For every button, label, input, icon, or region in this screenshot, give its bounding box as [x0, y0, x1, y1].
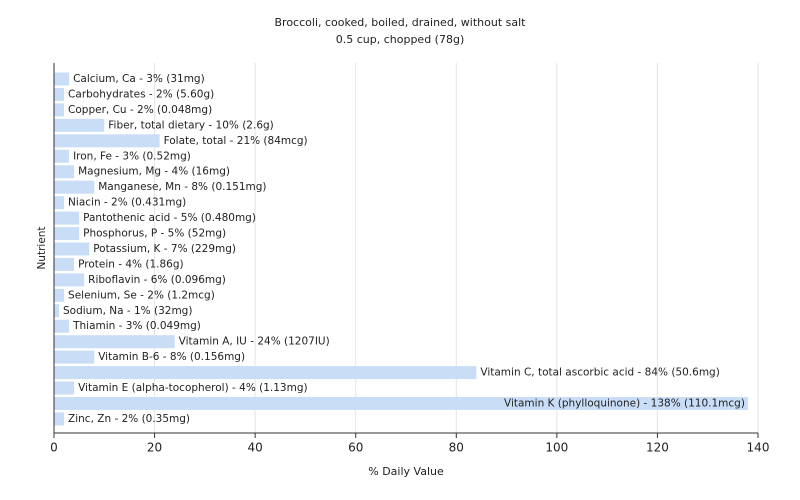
bar	[54, 335, 175, 349]
x-tick-label: 100	[545, 441, 568, 455]
bar	[54, 350, 95, 364]
data-label: Magnesium, Mg - 4% (16mg)	[78, 166, 230, 178]
bar	[54, 412, 65, 426]
data-label: Fiber, total dietary - 10% (2.6g)	[108, 119, 273, 131]
data-label: Selenium, Se - 2% (1.2mcg)	[68, 289, 215, 301]
bar	[54, 165, 75, 179]
x-tick-label: 60	[348, 441, 363, 455]
bar	[54, 134, 160, 148]
y-axis-label: Nutrient	[36, 226, 48, 269]
bar	[54, 118, 105, 132]
x-axis-label: % Daily Value	[368, 465, 444, 478]
bar	[54, 149, 70, 163]
chart-title: Broccoli, cooked, boiled, drained, witho…	[275, 16, 527, 29]
data-label: Protein - 4% (1.86g)	[78, 258, 184, 270]
data-label: Phosphorus, P - 5% (52mg)	[83, 228, 226, 240]
data-label: Vitamin A, IU - 24% (1207IU)	[179, 336, 330, 348]
data-label: Manganese, Mn - 8% (0.151mg)	[98, 181, 266, 193]
data-label: Zinc, Zn - 2% (0.35mg)	[68, 413, 190, 425]
bar	[54, 396, 748, 410]
bar	[54, 319, 70, 333]
data-label: Copper, Cu - 2% (0.048mg)	[68, 104, 212, 116]
data-label: Sodium, Na - 1% (32mg)	[63, 305, 192, 317]
data-label: Riboflavin - 6% (0.096mg)	[88, 274, 226, 286]
bar	[54, 72, 70, 86]
data-label: Calcium, Ca - 3% (31mg)	[73, 73, 205, 85]
x-tick-label: 40	[248, 441, 263, 455]
x-tick-label: 80	[449, 441, 464, 455]
x-tick-label: 20	[147, 441, 162, 455]
bar	[54, 366, 477, 380]
bar	[54, 87, 65, 101]
bar	[54, 180, 95, 194]
data-label: Iron, Fe - 3% (0.52mg)	[73, 150, 191, 162]
data-label: Vitamin E (alpha-tocopherol) - 4% (1.13m…	[78, 382, 308, 394]
data-label: Potassium, K - 7% (229mg)	[93, 243, 236, 255]
data-label: Vitamin C, total ascorbic acid - 84% (50…	[480, 367, 719, 379]
x-tick-label: 140	[747, 441, 770, 455]
bar	[54, 288, 65, 302]
bar	[54, 227, 80, 241]
data-label: Pantothenic acid - 5% (0.480mg)	[83, 212, 256, 224]
data-label: Thiamin - 3% (0.049mg)	[72, 320, 201, 332]
bar	[54, 304, 60, 318]
data-label: Niacin - 2% (0.431mg)	[68, 197, 186, 209]
chart-subtitle: 0.5 cup, chopped (78g)	[336, 33, 465, 46]
data-label: Vitamin K (phylloquinone) - 138% (110.1m…	[504, 397, 745, 409]
bar	[54, 196, 65, 210]
data-label: Carbohydrates - 2% (5.60g)	[68, 88, 214, 100]
x-tick-label: 120	[646, 441, 669, 455]
bar	[54, 381, 75, 395]
bar	[54, 257, 75, 271]
bar	[54, 273, 85, 287]
bar	[54, 211, 80, 225]
bar	[54, 242, 90, 256]
data-label: Vitamin B-6 - 8% (0.156mg)	[98, 351, 245, 363]
x-tick-label: 0	[50, 441, 58, 455]
data-label: Folate, total - 21% (84mcg)	[164, 135, 308, 147]
bar	[54, 103, 65, 117]
